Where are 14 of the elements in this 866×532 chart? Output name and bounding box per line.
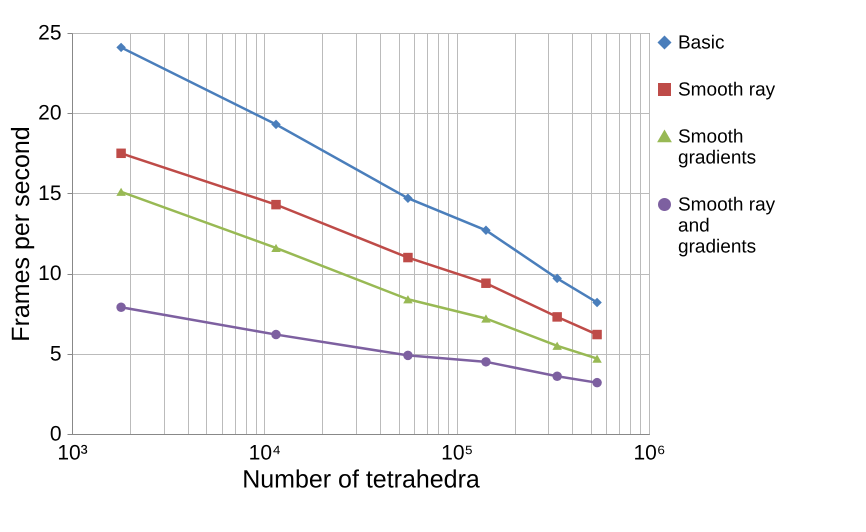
- y-tick-label: 20: [38, 102, 62, 125]
- legend-label: Smooth gradients: [678, 126, 756, 168]
- y-tick-label: 15: [38, 182, 62, 205]
- y-tick-label: 25: [38, 22, 62, 44]
- legend-label: Basic: [678, 32, 724, 54]
- x-tick-label: 10⁴: [248, 442, 282, 464]
- y-tick-label: 5: [50, 342, 62, 366]
- x-axis-title: Number of tetrahedra: [242, 466, 480, 494]
- legend-label: Smooth ray: [678, 80, 776, 100]
- y-axis-title: Frames per second: [7, 126, 36, 342]
- legend-label: Smooth ray and gradients: [678, 194, 776, 258]
- x-tick-label: 10⁵: [441, 442, 474, 464]
- y-tick-label: 10: [38, 262, 62, 286]
- x-tick-label: 10⁶: [633, 442, 666, 464]
